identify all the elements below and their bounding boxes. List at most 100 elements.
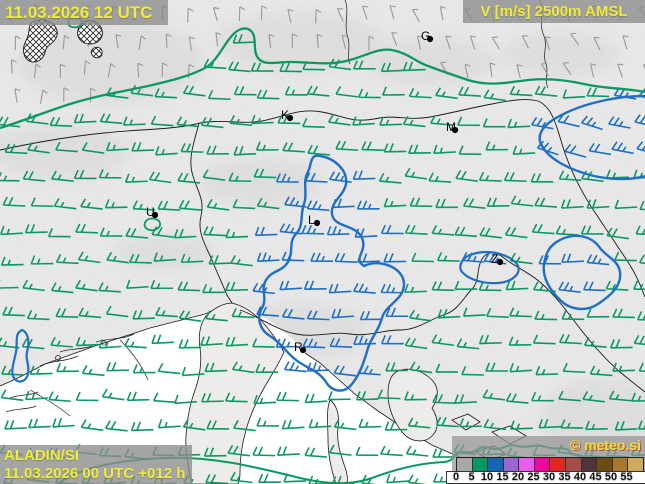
city-dot-g [426, 35, 434, 43]
wind-barb [580, 225, 604, 235]
legend-color-cell [503, 458, 520, 473]
wind-barb [491, 36, 501, 50]
wind-barb [462, 307, 486, 317]
wind-barb [404, 337, 428, 350]
wind-barb [232, 199, 256, 210]
wind-barb [203, 226, 226, 237]
wind-barb [231, 361, 255, 374]
wind-barb [380, 283, 404, 294]
wind-barb [83, 60, 91, 75]
wind-barb [174, 394, 197, 405]
wind-barb [173, 228, 197, 239]
wind-barb [233, 85, 257, 96]
wind-barb [250, 62, 274, 72]
wind-barb [225, 336, 249, 347]
wind-barb [431, 334, 455, 347]
wind-barb [622, 35, 629, 50]
wind-barb [558, 170, 582, 182]
wind-barb [98, 169, 122, 179]
wind-barb [327, 391, 351, 401]
wind-barb [26, 310, 50, 321]
wind-barb [382, 86, 405, 96]
valid-time-label: 11.03.2026 12 UTC [0, 0, 168, 25]
wind-barb [206, 420, 230, 430]
wind-barb [416, 35, 424, 50]
wind-barb [284, 196, 307, 208]
run-info: 11.03.2026 00 UTC +012 h [4, 465, 186, 482]
wind-barb [378, 172, 402, 184]
wind-barb [380, 445, 403, 457]
wind-barb [256, 252, 280, 263]
contour-5ms [0, 27, 645, 130]
wind-barb [107, 63, 116, 78]
wind-barb [586, 308, 610, 318]
wind-barb [383, 253, 407, 263]
contour-10ms [258, 154, 406, 392]
wind-barb [328, 283, 352, 294]
wind-barb [177, 281, 201, 292]
contour-10ms [11, 328, 30, 383]
wind-barb [368, 35, 375, 51]
wind-barb [55, 307, 79, 319]
wind-barb [232, 34, 256, 44]
wind-barb [178, 339, 202, 349]
legend-tick-label: 0 [452, 471, 460, 483]
wind-barb [30, 255, 54, 265]
wind-barb [306, 85, 330, 97]
wind-barb [404, 224, 428, 235]
wind-barb [454, 394, 477, 404]
wind-barb [531, 116, 554, 130]
wind-barb [52, 417, 75, 428]
wind-barb [486, 307, 509, 318]
model-run-label: ALADIN/SI 11.03.2026 00 UTC +012 h [0, 445, 192, 484]
legend-color-cell [457, 458, 473, 473]
wind-barb [509, 85, 533, 97]
wind-barb [329, 171, 352, 184]
wind-barb [510, 195, 534, 207]
wind-barb [333, 365, 357, 377]
wind-barb [75, 223, 98, 234]
wind-barb [151, 334, 175, 345]
wind-barb [352, 60, 376, 70]
wind-barb [228, 61, 251, 73]
wind-barb [55, 141, 78, 153]
wind-barb [353, 335, 376, 346]
wind-barb [380, 335, 404, 345]
wind-barb [304, 393, 328, 404]
wind-barb [402, 115, 426, 128]
wind-barb [586, 87, 610, 98]
wind-barb [228, 172, 252, 183]
legend-color-cell [566, 458, 582, 473]
wind-barb [106, 251, 129, 264]
wind-barb [124, 173, 148, 183]
wind-barb [508, 336, 532, 346]
wind-barb [335, 86, 359, 98]
wind-barb [276, 446, 300, 457]
wind-barb [315, 9, 322, 24]
wind-barb [456, 338, 480, 350]
wind-barb [445, 35, 452, 50]
wind-barb [50, 282, 74, 294]
wind-barb [125, 279, 149, 290]
wind-barb [503, 171, 527, 183]
wind-barb [231, 307, 255, 319]
wind-barb [609, 339, 633, 349]
wind-barb [361, 141, 384, 152]
wind-barb [383, 143, 407, 153]
wind-barb [457, 116, 480, 127]
wind-barb [435, 87, 458, 100]
wind-barb [352, 170, 376, 180]
city-label-l: L [308, 213, 315, 227]
wind-barb [530, 173, 554, 183]
wind-barb [407, 417, 431, 429]
wind-barb [0, 279, 19, 289]
wind-barb [469, 35, 477, 50]
wind-barb [404, 391, 427, 401]
wind-barb [30, 197, 54, 208]
wind-barb [385, 307, 409, 318]
wind-barb [507, 118, 531, 129]
wind-barb [268, 33, 275, 49]
wind-barb [454, 226, 478, 238]
wind-barb [98, 339, 122, 349]
